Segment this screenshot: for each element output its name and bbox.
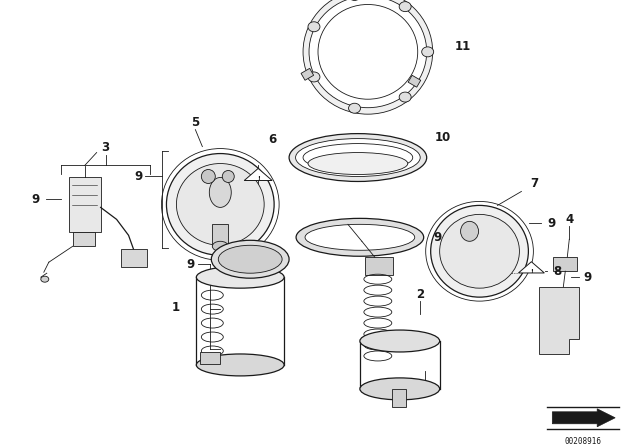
Ellipse shape (399, 2, 411, 12)
Ellipse shape (212, 241, 228, 251)
Ellipse shape (289, 134, 427, 181)
Bar (200, 352, 220, 364)
Bar (554, 257, 577, 271)
Text: 9: 9 (186, 258, 195, 271)
Ellipse shape (218, 246, 282, 273)
Ellipse shape (211, 240, 289, 278)
Text: 10: 10 (435, 131, 451, 144)
Text: 9: 9 (583, 271, 591, 284)
Ellipse shape (177, 164, 264, 246)
Polygon shape (518, 262, 545, 273)
Ellipse shape (318, 4, 418, 99)
Ellipse shape (303, 143, 413, 172)
Bar (365, 257, 393, 275)
Ellipse shape (309, 0, 427, 108)
Bar (301, 69, 314, 80)
Ellipse shape (440, 215, 520, 288)
Ellipse shape (305, 224, 415, 250)
Text: 7: 7 (531, 177, 538, 190)
Ellipse shape (196, 266, 284, 288)
Bar (212, 224, 228, 246)
Ellipse shape (41, 276, 49, 282)
Ellipse shape (422, 47, 434, 57)
Ellipse shape (399, 92, 411, 102)
Ellipse shape (296, 218, 424, 256)
Text: 00208916: 00208916 (564, 437, 602, 446)
Text: 11: 11 (454, 40, 470, 53)
Text: 6: 6 (268, 133, 276, 146)
Polygon shape (244, 168, 272, 181)
Ellipse shape (296, 138, 420, 177)
Ellipse shape (308, 72, 320, 82)
Bar (392, 389, 406, 407)
Ellipse shape (196, 354, 284, 376)
Bar (68, 177, 100, 233)
Ellipse shape (360, 378, 440, 400)
Ellipse shape (308, 22, 320, 32)
Text: !: ! (530, 269, 533, 274)
Ellipse shape (431, 205, 529, 297)
Ellipse shape (209, 177, 231, 207)
Bar (73, 233, 95, 246)
Text: 2: 2 (415, 288, 424, 301)
Ellipse shape (303, 0, 433, 114)
Text: 8: 8 (553, 265, 561, 278)
Text: 1: 1 (172, 301, 179, 314)
Ellipse shape (461, 221, 479, 241)
Bar (120, 249, 147, 267)
Text: 3: 3 (102, 141, 109, 154)
Text: 9: 9 (420, 380, 429, 393)
Ellipse shape (202, 169, 215, 184)
Text: 9: 9 (32, 193, 40, 206)
Text: 5: 5 (191, 116, 200, 129)
Ellipse shape (166, 154, 274, 255)
Polygon shape (540, 287, 579, 354)
Ellipse shape (426, 202, 533, 301)
Ellipse shape (222, 171, 234, 182)
Bar (408, 75, 420, 87)
Text: !: ! (257, 176, 260, 181)
Polygon shape (552, 409, 615, 427)
Ellipse shape (161, 149, 279, 260)
Text: 4: 4 (565, 213, 573, 226)
Ellipse shape (360, 330, 440, 352)
Text: 9: 9 (433, 231, 442, 244)
Ellipse shape (349, 103, 360, 113)
Text: 9: 9 (547, 217, 556, 230)
Text: 9: 9 (134, 170, 143, 183)
Ellipse shape (308, 153, 408, 174)
